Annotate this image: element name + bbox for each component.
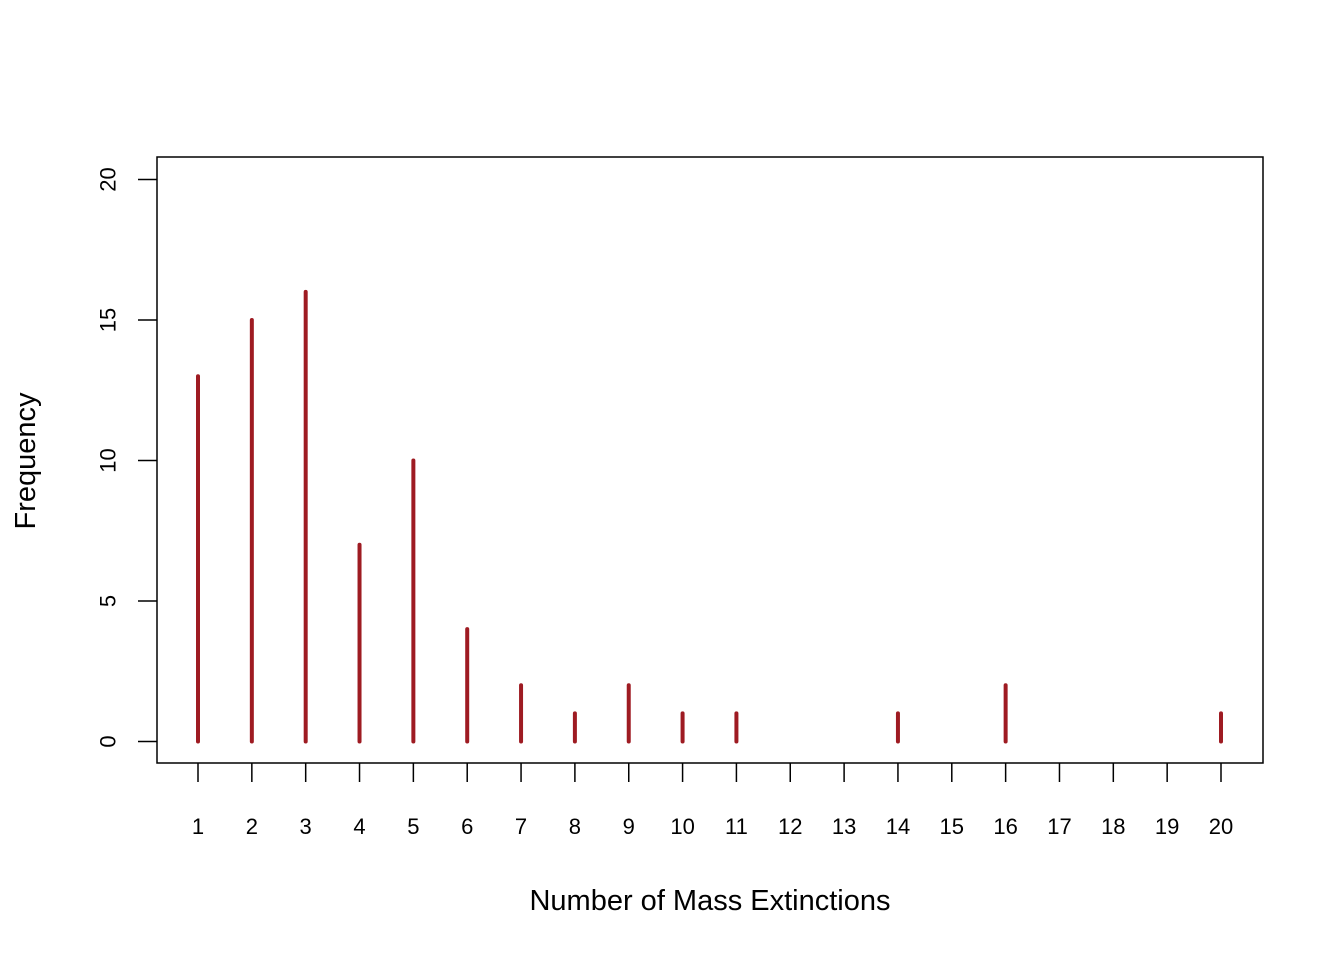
y-tick-label: 5 <box>96 595 121 607</box>
y-tick-label: 15 <box>96 308 121 332</box>
x-tick-label: 1 <box>192 814 204 839</box>
x-axis: 1 2 3 4 5 6 7 8 9 10 11 12 13 14 15 16 17 18 19 20 <box>192 763 1233 839</box>
x-tick-label: 15 <box>940 814 964 839</box>
x-tick-label: 3 <box>300 814 312 839</box>
y-axis-label: Frequency <box>10 392 42 530</box>
x-tick-label: 9 <box>623 814 635 839</box>
x-tick-label: 8 <box>569 814 581 839</box>
x-tick-label: 4 <box>353 814 365 839</box>
x-tick-label: 16 <box>993 814 1017 839</box>
x-tick-label: 12 <box>778 814 802 839</box>
x-tick-label: 10 <box>670 814 694 839</box>
x-tick-label: 19 <box>1155 814 1179 839</box>
x-tick-label: 18 <box>1101 814 1125 839</box>
y-axis: 0 5 10 15 20 <box>96 167 157 748</box>
x-tick-label: 2 <box>246 814 258 839</box>
x-tick-label: 14 <box>886 814 910 839</box>
y-tick-label: 0 <box>96 735 121 747</box>
bar-series <box>196 289 1223 744</box>
x-tick-label: 11 <box>725 814 748 839</box>
x-tick-label: 20 <box>1209 814 1233 839</box>
y-tick-label: 20 <box>96 167 121 191</box>
x-tick-label: 13 <box>832 814 856 839</box>
x-tick-label: 17 <box>1047 814 1071 839</box>
x-tick-label: 6 <box>461 814 473 839</box>
x-axis-label: Number of Mass Extinctions <box>529 885 890 917</box>
x-tick-label: 5 <box>407 814 419 839</box>
y-tick-label: 10 <box>96 448 121 472</box>
x-tick-label: 7 <box>515 814 527 839</box>
plot-frame <box>156 156 1264 764</box>
